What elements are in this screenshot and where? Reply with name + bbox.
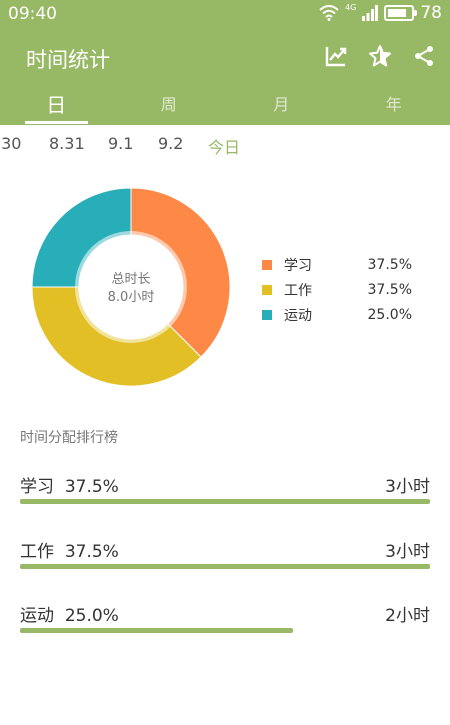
date-item[interactable]: 9.1 [108, 134, 134, 153]
ranking-hours: 2小时 [385, 606, 430, 626]
legend-label: 运动 [284, 307, 312, 324]
legend-value: 37.5% [367, 256, 412, 273]
ranking-hours: 3小时 [385, 542, 430, 562]
legend-value: 37.5% [367, 281, 412, 298]
star-icon[interactable] [368, 44, 392, 68]
date-item-today[interactable]: 今日 [208, 138, 241, 157]
ranking-item[interactable]: 运动 25.0% 2小时 [20, 601, 430, 641]
legend-swatch [262, 309, 272, 320]
ranking-label: 工作 37.5% [20, 542, 119, 562]
ranking-bar [20, 564, 430, 569]
ranking-label: 学习 37.5% [20, 477, 119, 497]
legend-swatch [262, 284, 272, 295]
toolbar-actions [324, 44, 436, 68]
date-item[interactable]: 9.2 [158, 134, 184, 153]
ranking-label: 运动 25.0% [20, 606, 119, 626]
donut-center-label: 8.0小时 [108, 290, 155, 305]
app-bar: 09:40 4G 78 时间统计 [0, 0, 450, 125]
chart-legend: 学习 37.5% 工作 37.5% 运动 25.0% [262, 252, 412, 327]
legend-item: 学习 37.5% [262, 252, 412, 277]
network-type-label: 4G [345, 2, 357, 12]
legend-label: 学习 [284, 257, 312, 274]
ranking-hours: 3小时 [385, 477, 430, 497]
status-icons: 4G 78 [319, 3, 442, 23]
date-selector: .30 8.31 9.1 9.2 今日 [0, 130, 450, 158]
legend-item: 工作 37.5% [262, 277, 412, 302]
legend-value: 25.0% [367, 306, 412, 323]
signal-icon [362, 5, 379, 21]
wifi-icon [319, 5, 339, 21]
ranking-item[interactable]: 学习 37.5% 3小时 [20, 472, 430, 512]
donut-chart: 总时长 8.0小时 [31, 187, 231, 387]
tab-day[interactable]: 日 [0, 88, 113, 124]
ranking-bar [20, 499, 430, 504]
legend-label: 工作 [284, 282, 312, 299]
ranking-title: 时间分配排行榜 [20, 430, 118, 446]
tab-week[interactable]: 周 [160, 95, 177, 114]
period-tabs: 日 周 月 年 [0, 88, 450, 124]
ranking-item[interactable]: 工作 37.5% 3小时 [20, 537, 430, 577]
donut-hole [83, 239, 179, 335]
share-icon[interactable] [412, 44, 436, 68]
legend-swatch [262, 259, 272, 270]
trend-chart-icon[interactable] [324, 44, 348, 68]
tab-year[interactable]: 年 [385, 95, 402, 114]
tab-month[interactable]: 月 [273, 95, 290, 114]
battery-level: 78 [420, 3, 442, 23]
date-item[interactable]: 8.31 [49, 134, 85, 153]
donut-center-label: 总时长 [111, 272, 150, 287]
toolbar: 时间统计 [0, 30, 450, 86]
status-bar: 09:40 4G 78 [0, 0, 450, 30]
date-item[interactable]: .30 [0, 134, 22, 153]
ranking-bar [20, 628, 294, 633]
battery-icon [384, 5, 418, 21]
status-time: 09:40 [8, 4, 57, 24]
legend-item: 运动 25.0% [262, 302, 412, 327]
page-title: 时间统计 [26, 48, 110, 72]
